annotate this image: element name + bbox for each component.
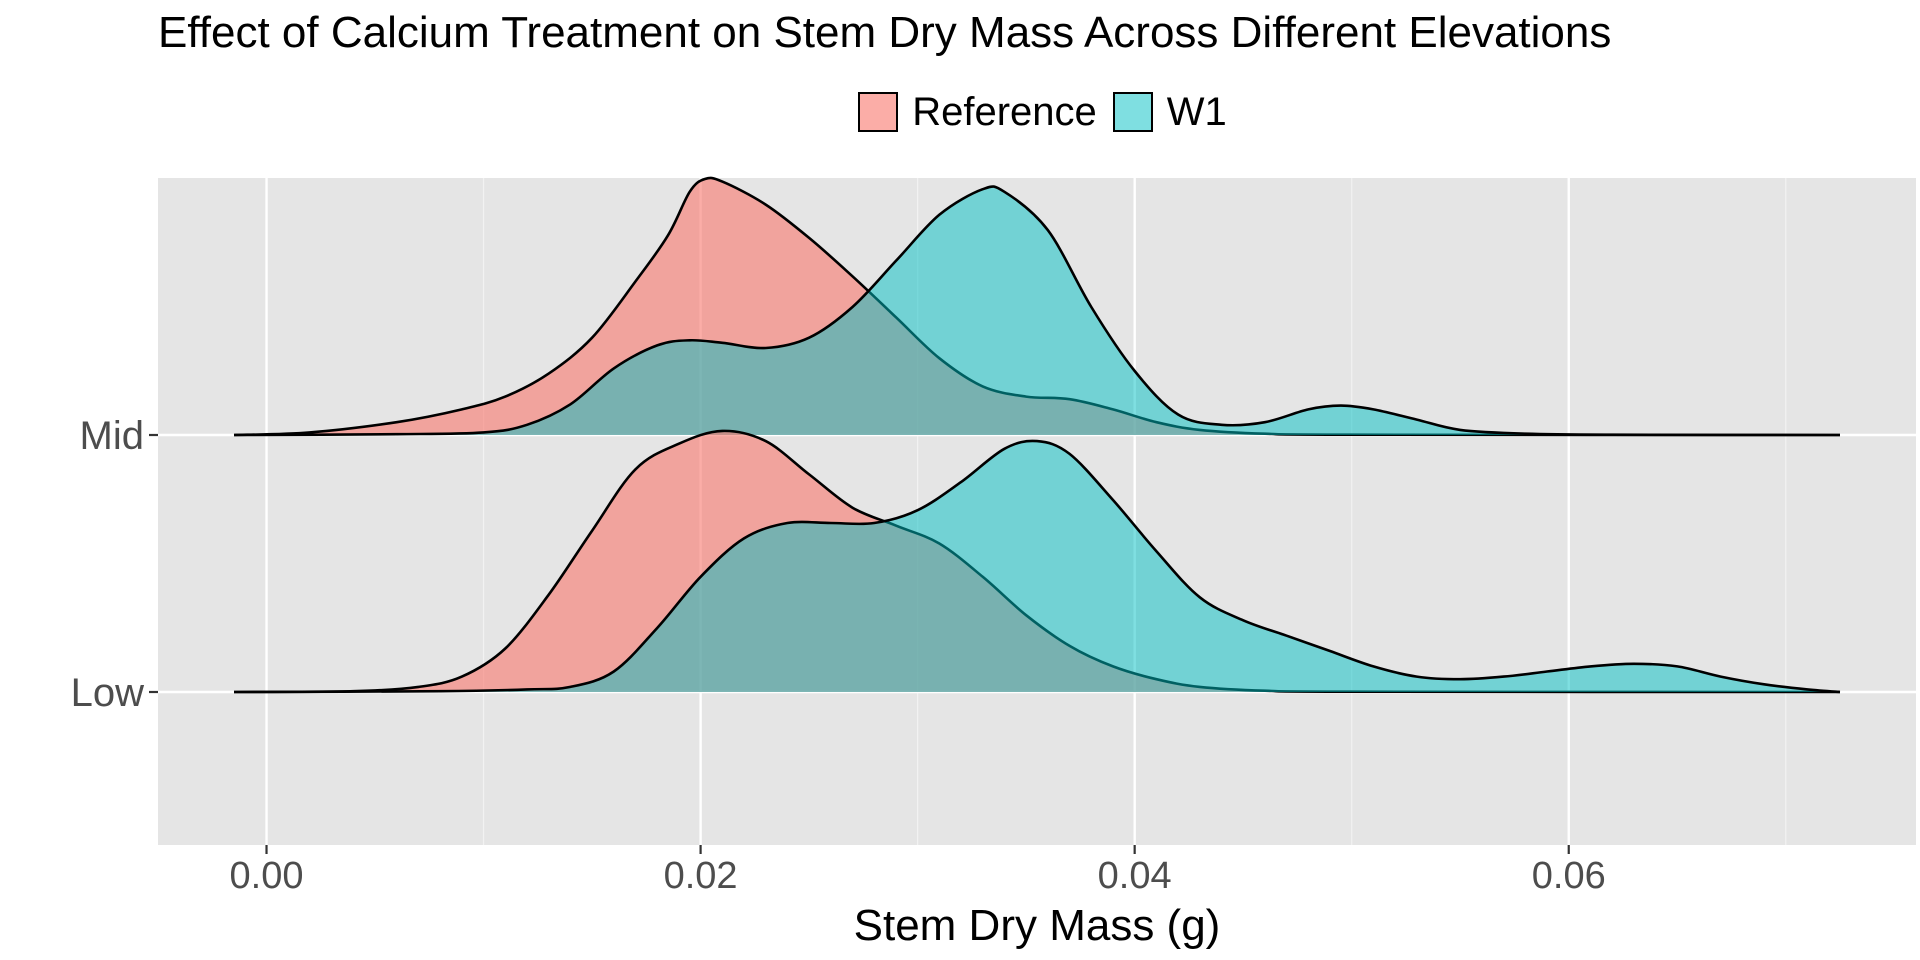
density-area-w1-low xyxy=(234,440,1840,692)
y-tick-label-low: Low xyxy=(71,671,144,715)
x-tick-label-1: 0.02 xyxy=(664,855,738,897)
density-ridges xyxy=(233,176,1841,694)
density-area-reference-low xyxy=(234,430,1840,692)
density-line-w1-mid xyxy=(233,185,1841,437)
density-area-w1-mid xyxy=(234,186,1840,435)
legend-label-w1: W1 xyxy=(1166,89,1227,134)
legend-label-reference: Reference xyxy=(912,89,1097,134)
legend-item-reference: Reference xyxy=(858,90,1097,135)
y-tick-label-mid: Mid xyxy=(80,414,144,458)
chart-title: Effect of Calcium Treatment on Stem Dry … xyxy=(158,8,1612,57)
x-tick-label-2: 0.04 xyxy=(1098,855,1172,897)
x-axis-title: Stem Dry Mass (g) xyxy=(854,901,1221,950)
legend-key-reference xyxy=(858,92,899,132)
legend-key-w1 xyxy=(1112,92,1153,132)
density-line-w1-low xyxy=(233,439,1841,694)
axes: 0.00 0.02 0.04 0.06 Low Mid xyxy=(71,414,1606,897)
x-tick-label-0: 0.00 xyxy=(230,855,304,897)
x-tick-label-3: 0.06 xyxy=(1532,855,1606,897)
legend-item-w1: W1 xyxy=(1112,89,1227,135)
legend: Reference W1 xyxy=(0,86,1920,138)
